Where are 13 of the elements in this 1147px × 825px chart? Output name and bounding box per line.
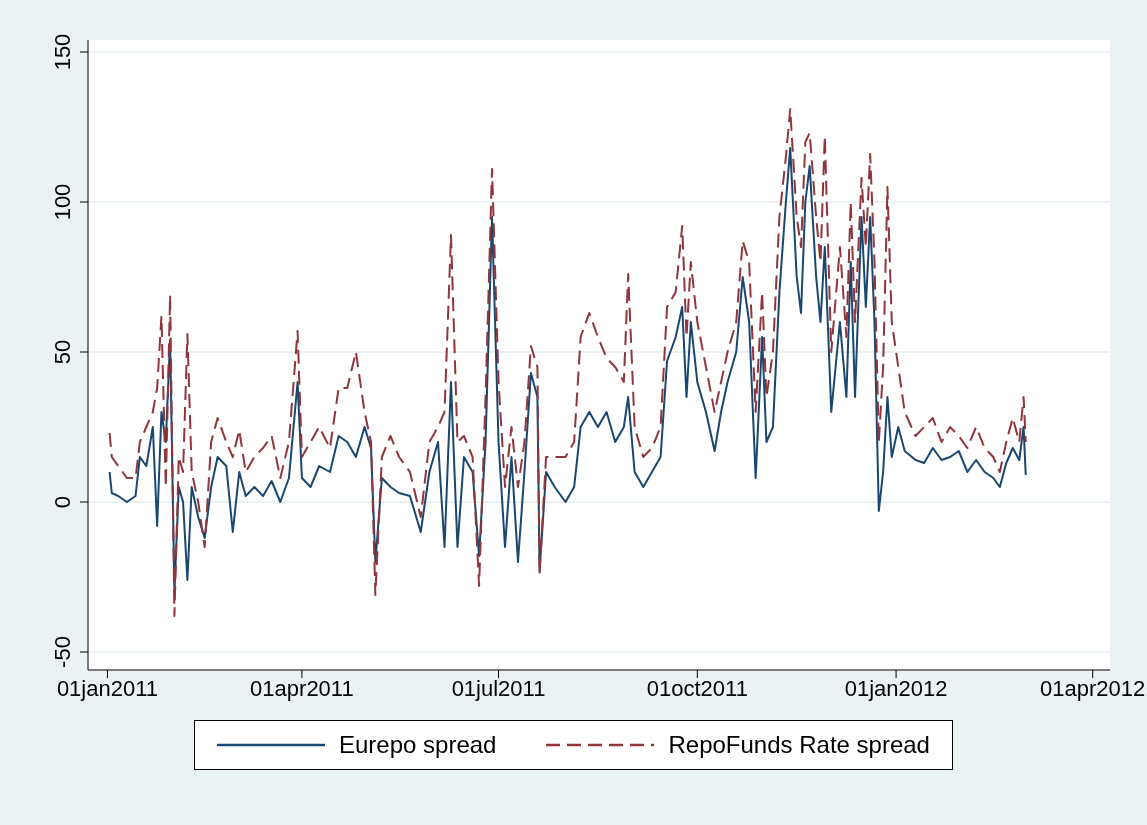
- y-tick-label: 150: [50, 33, 75, 71]
- x-tick-label: 01apr2011: [250, 675, 354, 701]
- x-tick-label: 01jan2011: [56, 675, 159, 701]
- x-tick-label: 01jul2011: [451, 675, 546, 701]
- legend-label: RepoFunds Rate spread: [668, 731, 930, 759]
- y-tick-label: 50: [50, 339, 75, 365]
- y-tick-label: -50: [50, 636, 75, 668]
- x-tick-label: 01oct2011: [646, 675, 748, 701]
- y-tick-label: 100: [50, 183, 75, 221]
- x-tick-label: 01apr2012: [1040, 675, 1146, 701]
- legend-label: Eurepo spread: [339, 731, 497, 759]
- y-tick-label: 0: [50, 495, 75, 509]
- x-tick-label: 01jan2012: [844, 675, 948, 701]
